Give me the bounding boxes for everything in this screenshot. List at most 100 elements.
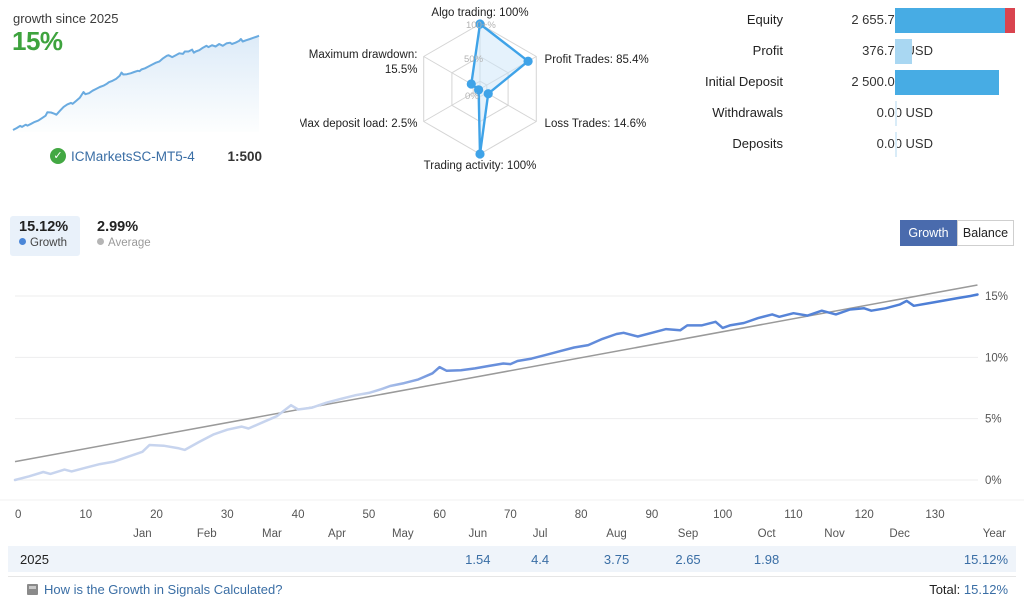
x-axis-tick: 120 — [855, 509, 874, 521]
stat-row-profit: Profit 376.73 USD — [660, 39, 1020, 64]
y-axis-label: 0% — [985, 475, 1002, 487]
month-label: Nov — [824, 528, 845, 540]
month-label: Sep — [678, 528, 698, 540]
verified-check-icon: ✓ — [50, 148, 66, 164]
month-label: Feb — [197, 528, 217, 540]
leverage-value: 1:500 — [227, 149, 262, 164]
stat-bar — [895, 39, 912, 64]
stat-tab-average[interactable]: 2.99% Average — [88, 216, 158, 256]
year-total-value: 15.12% — [963, 552, 1008, 567]
stat-row-withdrawals: Withdrawals 0.00 USD — [660, 101, 1020, 126]
radar-axis-label: Loss Trades: 14.6% — [545, 118, 647, 130]
radar-ring-label: 0% — [465, 91, 479, 102]
x-axis-tick: 10 — [79, 509, 92, 521]
account-server-link[interactable]: ICMarketsSC-MT5-4 — [71, 149, 195, 164]
month-label: Mar — [262, 528, 282, 540]
month-label: Dec — [889, 528, 910, 540]
growth-toggle-button[interactable]: Growth — [900, 220, 957, 246]
stat-bar-segment — [895, 39, 912, 64]
month-label: Oct — [758, 528, 777, 540]
stat-label: Withdrawals — [712, 105, 783, 120]
stat-bar — [895, 70, 999, 95]
growth-percent-value: 15% — [12, 26, 63, 56]
y-axis-label: 15% — [985, 291, 1008, 303]
x-axis-tick: 100 — [713, 509, 732, 521]
stat-value: 0.00 USD — [876, 105, 933, 120]
stat-bar — [895, 132, 897, 157]
growth-line — [13, 293, 979, 482]
help-video-icon[interactable] — [27, 584, 38, 595]
stat-label: Deposits — [732, 136, 783, 151]
stat-label: Profit — [752, 43, 783, 58]
stat-value: 376.73 USD — [862, 43, 933, 58]
radar-axis-label: Trading activity: 100% — [424, 160, 537, 172]
year-cell: 2025 — [20, 552, 49, 567]
trend-line — [14, 284, 978, 463]
radar-data-point — [466, 79, 476, 89]
growth-sparkline-chart — [12, 34, 260, 133]
stat-bar-segment — [895, 101, 897, 126]
growth-since-label: growth since 2025 — [13, 11, 119, 26]
stat-bar — [895, 101, 897, 126]
radar-axis-label: 15.5% — [385, 64, 418, 76]
monthly-return-oct: 1.98 — [753, 552, 780, 567]
x-axis-tick: 70 — [504, 509, 517, 521]
x-axis-tick: 40 — [292, 509, 305, 521]
radar-data-point — [475, 19, 485, 29]
monthly-return-sep: 2.65 — [675, 552, 701, 567]
x-axis-tick: 90 — [646, 509, 659, 521]
month-label: Jan — [133, 528, 152, 540]
average-dot-icon — [97, 238, 104, 245]
monthly-return-aug: 3.75 — [603, 552, 630, 567]
radar-axis-label: Profit Trades: 85.4% — [545, 54, 649, 66]
month-label: Jun — [469, 528, 488, 540]
radar-axis-label: Max deposit load: 2.5% — [300, 118, 417, 130]
growth-stat-value: 15.12% — [19, 219, 69, 235]
growth-dot-icon — [19, 238, 26, 245]
total-growth-value: 15.12% — [963, 582, 1008, 597]
growth-line-chart: 0% 5% 10% 15% 0 10 20 30 40 50 60 70 80 90 100 110 120 13… — [0, 284, 1024, 540]
y-axis-label: 10% — [985, 352, 1008, 364]
radar-axis-label: Algo trading: 100% — [431, 7, 528, 19]
footer-divider — [8, 576, 1016, 577]
x-axis-tick: 60 — [433, 509, 446, 521]
statistics-radar-chart: Algo trading: 100% Profit Trades: 85.4% Lo… — [300, 7, 649, 172]
monthly-returns-row: 2025 15.12% 1.54 4.4 3.75 2.65 1.98 — [8, 546, 1016, 572]
month-label: Jul — [533, 528, 548, 540]
monthly-return-jun: 1.54 — [465, 552, 491, 567]
stat-row-deposits: Deposits 0.00 USD — [660, 132, 1020, 157]
radar-data-point — [475, 149, 485, 159]
x-axis-tick: 30 — [221, 509, 234, 521]
month-label: Aug — [606, 528, 626, 540]
average-stat-label: Average — [108, 237, 151, 249]
x-axis-tick: 130 — [925, 509, 944, 521]
monthly-return-jul: 4.4 — [531, 552, 550, 567]
radar-ring-label: 100+% — [466, 20, 496, 31]
x-axis-tick: 50 — [362, 509, 375, 521]
growth-help-link[interactable]: How is the Growth in Signals Calculated? — [44, 582, 283, 597]
stat-label: Equity — [746, 12, 783, 27]
x-axis-tick: 20 — [150, 509, 163, 521]
month-label: May — [392, 528, 414, 540]
year-column-label: Year — [983, 528, 1006, 540]
stat-bar-segment — [895, 70, 999, 95]
month-label: Apr — [328, 528, 346, 540]
balance-toggle-button[interactable]: Balance — [957, 220, 1014, 246]
growth-stat-label: Growth — [30, 237, 68, 249]
average-stat-value: 2.99% — [97, 219, 139, 235]
radar-data-point — [523, 56, 533, 66]
x-axis-tick: 80 — [575, 509, 588, 521]
total-growth: Total: 15.12% — [929, 582, 1008, 597]
radar-data-point — [483, 89, 493, 99]
stat-bar — [895, 8, 1015, 33]
stat-bar-segment — [1005, 8, 1015, 33]
stat-value: 0.00 USD — [876, 136, 933, 151]
x-axis-tick: 0 — [15, 509, 21, 521]
stat-row-initial-deposit: Initial Deposit 2 500.00 USD — [660, 70, 1020, 95]
radar-ring-label: 50% — [464, 54, 484, 65]
stat-row-equity: Equity 2 655.73 USD — [660, 8, 1020, 33]
stat-bar-segment — [895, 8, 1005, 33]
stat-tab-growth[interactable]: 15.12% Growth — [10, 216, 80, 256]
radar-axis-label: Maximum drawdown: — [309, 49, 418, 61]
stat-bar-segment — [895, 132, 897, 157]
